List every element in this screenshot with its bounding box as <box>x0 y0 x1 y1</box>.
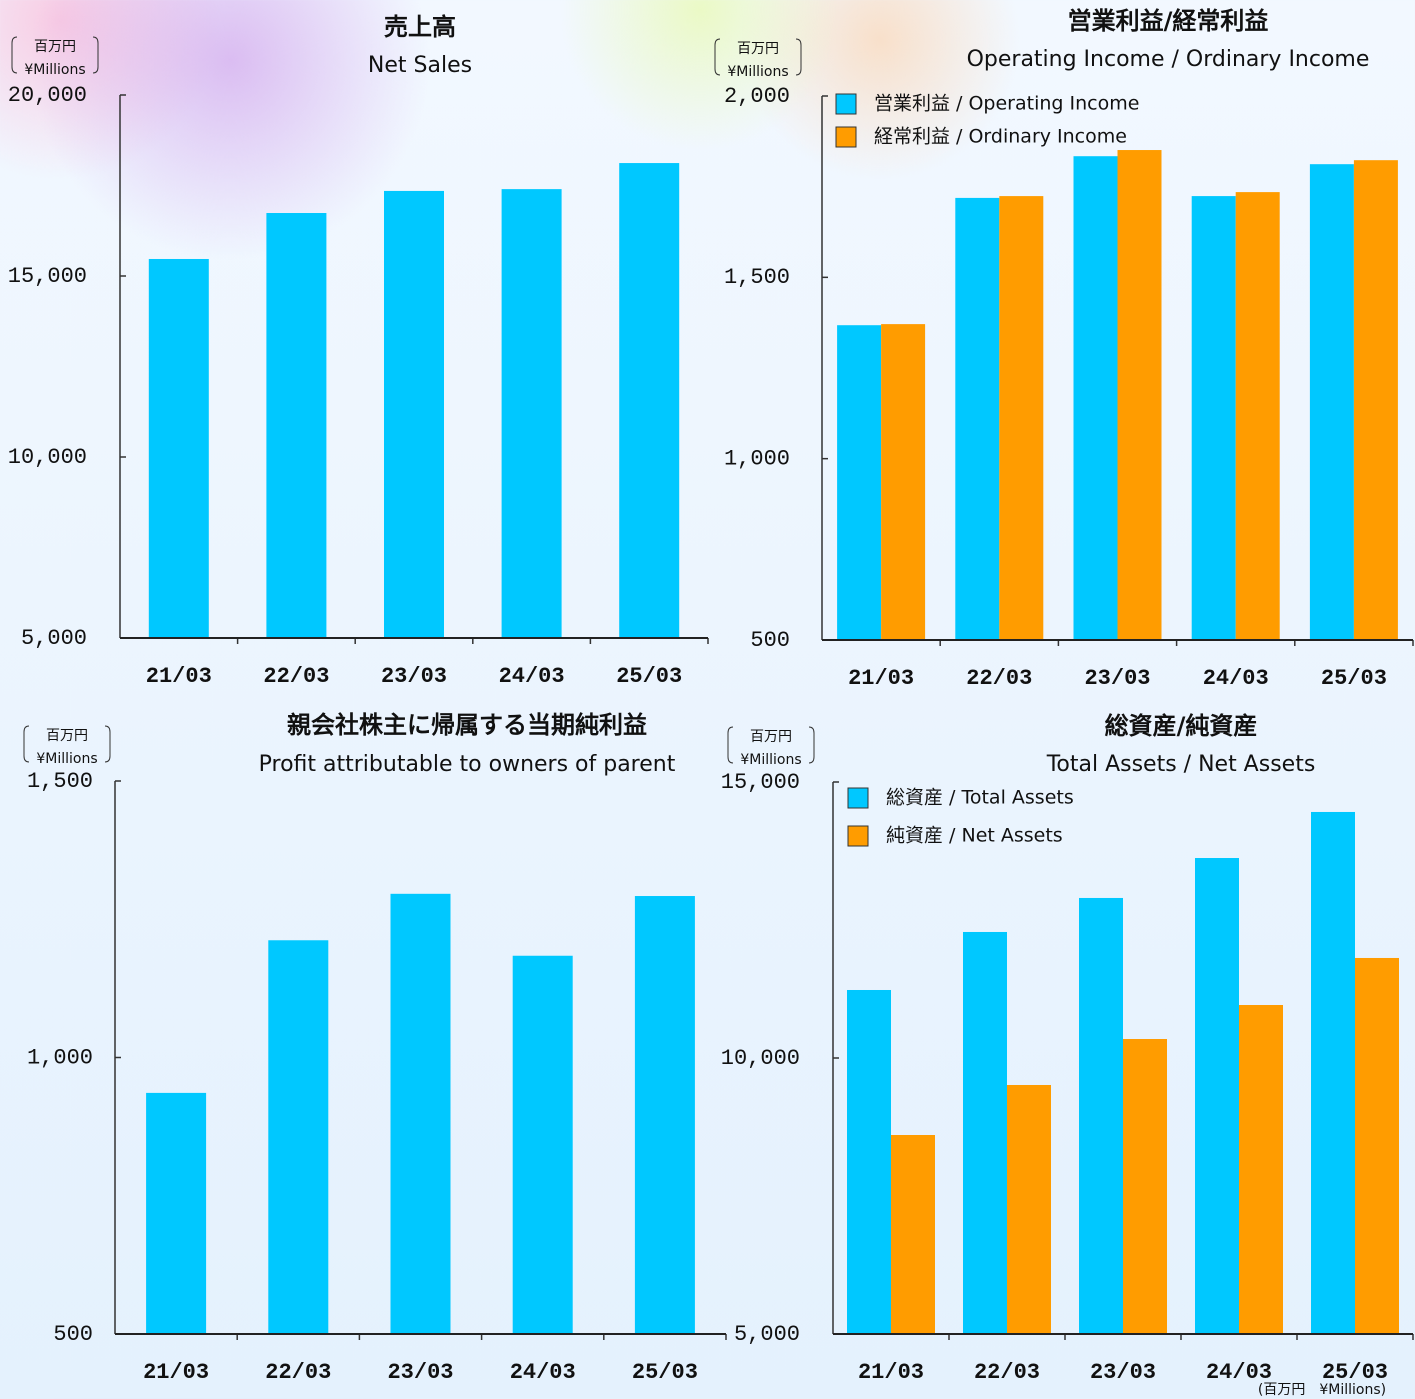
x-tick-label: 22/03 <box>263 664 329 689</box>
y-unit: ¥Millions <box>24 62 85 78</box>
y-unit: ¥Millions <box>36 751 97 767</box>
bar <box>1311 811 1355 1334</box>
chart-title: 親会社株主に帰属する当期純利益 <box>287 711 647 739</box>
x-tick-label: 25/03 <box>1322 1360 1388 1385</box>
bar <box>146 1092 207 1334</box>
legend-label: 営業利益 / Operating Income <box>874 93 1139 115</box>
y-tick-label: 15,000 <box>721 770 800 795</box>
x-tick-label: 22/03 <box>966 666 1032 691</box>
y-unit: 百万円 <box>737 41 779 57</box>
x-tick-label: 25/03 <box>1321 666 1387 691</box>
bar <box>1195 858 1239 1334</box>
unit-bracket <box>727 726 815 764</box>
bar <box>837 325 882 640</box>
bar <box>619 163 680 638</box>
bar <box>955 197 1000 640</box>
x-tick-label: 21/03 <box>848 666 914 691</box>
legend-label: 経常利益 / Ordinary Income <box>874 126 1127 148</box>
y-unit: ¥Millions <box>727 64 788 80</box>
legend-label: 総資産 / Total Assets <box>886 787 1074 809</box>
chart-subtitle: Operating Income / Ordinary Income <box>967 47 1370 72</box>
unit-bracket <box>23 725 111 763</box>
unit-bracket <box>11 36 99 74</box>
chart-title: 売上高 <box>384 13 456 41</box>
y-tick-label: 1,000 <box>724 446 790 471</box>
x-tick-label: 24/03 <box>1203 666 1269 691</box>
bar <box>1235 192 1280 640</box>
x-tick-label: 23/03 <box>387 1360 453 1385</box>
chart-title: 営業利益/経常利益 <box>1068 7 1269 35</box>
x-tick-label: 21/03 <box>143 1360 209 1385</box>
y-unit: ¥Millions <box>740 752 801 768</box>
x-tick-label: 21/03 <box>146 664 212 689</box>
bar <box>1117 150 1162 640</box>
y-tick-label: 1,500 <box>27 769 93 794</box>
x-tick-label: 25/03 <box>632 1360 698 1385</box>
bar <box>384 190 444 638</box>
y-tick-label: 15,000 <box>8 264 87 289</box>
bar <box>268 940 329 1334</box>
legend-swatch <box>835 93 857 115</box>
bar <box>1355 957 1399 1334</box>
y-tick-label: 5,000 <box>734 1322 800 1347</box>
legend-swatch <box>835 126 857 148</box>
y-unit: 百万円 <box>750 729 792 745</box>
bar <box>1191 196 1236 640</box>
x-tick-label: 23/03 <box>1084 666 1150 691</box>
bar <box>512 955 573 1334</box>
y-tick-label: 1,000 <box>27 1045 93 1070</box>
legend-swatch <box>847 787 869 809</box>
bar <box>999 196 1044 640</box>
legend-swatch <box>847 825 869 847</box>
x-tick-label: 22/03 <box>265 1360 331 1385</box>
bar <box>501 189 562 638</box>
x-tick-label: 24/03 <box>510 1360 576 1385</box>
bar <box>1353 160 1398 640</box>
y-tick-label: 500 <box>750 628 790 653</box>
footnote: (百万円 ¥Millions) <box>1258 1382 1386 1398</box>
bar <box>266 213 327 638</box>
unit-bracket <box>714 38 802 76</box>
chart-title: 総資産/純資産 <box>1105 712 1258 740</box>
y-tick-label: 10,000 <box>721 1046 800 1071</box>
bar <box>1239 1005 1283 1334</box>
x-tick-label: 25/03 <box>616 664 682 689</box>
legend-label: 純資産 / Net Assets <box>886 825 1063 847</box>
y-tick-label: 5,000 <box>21 626 87 651</box>
y-unit: 百万円 <box>34 39 76 55</box>
bar <box>881 324 926 640</box>
y-tick-label: 2,000 <box>724 84 790 109</box>
chart-subtitle: Profit attributable to owners of parent <box>259 752 676 777</box>
bar <box>390 893 451 1334</box>
y-tick-label: 1,500 <box>724 265 790 290</box>
y-tick-label: 10,000 <box>8 445 87 470</box>
bar <box>1309 164 1354 640</box>
x-tick-label: 23/03 <box>1090 1360 1156 1385</box>
x-tick-label: 24/03 <box>1206 1360 1272 1385</box>
bar <box>1073 156 1118 640</box>
bar <box>634 896 695 1334</box>
bar <box>1079 897 1123 1334</box>
bar <box>1123 1039 1167 1334</box>
chart-subtitle: Net Sales <box>368 53 472 78</box>
bar <box>148 258 209 638</box>
chart-subtitle: Total Assets / Net Assets <box>1046 752 1316 777</box>
x-tick-label: 24/03 <box>499 664 565 689</box>
bar <box>1007 1084 1051 1334</box>
y-unit: 百万円 <box>46 728 88 744</box>
bar <box>847 989 891 1334</box>
x-tick-label: 23/03 <box>381 664 447 689</box>
y-tick-label: 20,000 <box>8 83 87 108</box>
y-tick-label: 500 <box>53 1322 93 1347</box>
x-tick-label: 21/03 <box>858 1360 924 1385</box>
bar <box>891 1135 935 1334</box>
bar <box>963 931 1007 1334</box>
x-tick-label: 22/03 <box>974 1360 1040 1385</box>
